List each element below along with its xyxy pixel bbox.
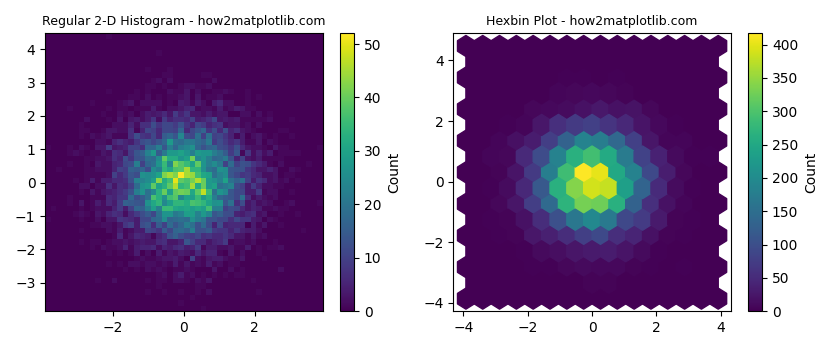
Title: Regular 2-D Histogram - how2matplotlib.com: Regular 2-D Histogram - how2matplotlib.c… (42, 15, 326, 28)
Y-axis label: Count: Count (804, 152, 818, 193)
Title: Hexbin Plot - how2matplotlib.com: Hexbin Plot - how2matplotlib.com (486, 15, 698, 28)
Y-axis label: Count: Count (387, 152, 401, 193)
